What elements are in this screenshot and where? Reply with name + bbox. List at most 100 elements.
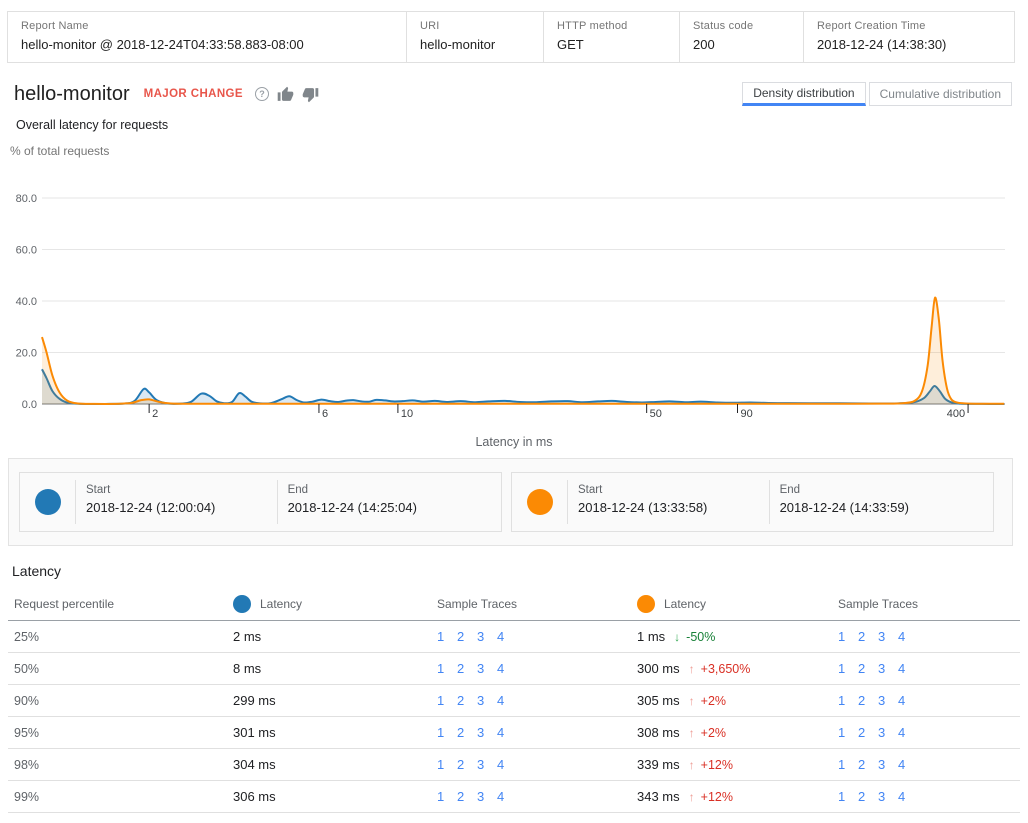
trace-link[interactable]: 1 bbox=[838, 725, 846, 740]
trace-link[interactable]: 4 bbox=[497, 629, 505, 644]
trace-link[interactable]: 1 bbox=[838, 693, 846, 708]
trace-link[interactable]: 4 bbox=[497, 661, 505, 676]
meta-value: GET bbox=[557, 37, 584, 52]
trace-link[interactable]: 2 bbox=[457, 725, 465, 740]
trace-link[interactable]: 2 bbox=[858, 789, 866, 804]
trace-link[interactable]: 1 bbox=[437, 725, 445, 740]
trace-link[interactable]: 3 bbox=[878, 757, 886, 772]
tab-density-distribution[interactable]: Density distribution bbox=[742, 82, 866, 106]
tab-cumulative-distribution[interactable]: Cumulative distribution bbox=[868, 82, 1012, 106]
delta-percent: +2% bbox=[700, 693, 727, 708]
comparison-latency-value: 300 ms bbox=[637, 661, 680, 676]
baseline-series-area bbox=[42, 369, 1005, 404]
comparison-latency-cell: 300 ms ↑ +3,650% bbox=[637, 653, 750, 684]
trace-link[interactable]: 1 bbox=[437, 757, 445, 772]
svg-text:80.0: 80.0 bbox=[16, 193, 37, 205]
comparison-series-line bbox=[41, 296, 1005, 405]
thumbs-up-icon[interactable] bbox=[277, 86, 294, 103]
meta-label: URI bbox=[420, 20, 440, 32]
trace-link[interactable]: 2 bbox=[858, 661, 866, 676]
series-legend: Start 2018-12-24 (12:00:04) End 2018-12-24 … bbox=[8, 458, 1013, 546]
comparison-color-dot bbox=[526, 489, 553, 515]
delta-up-arrow-icon: ↑ bbox=[688, 757, 695, 772]
trace-link[interactable]: 1 bbox=[838, 757, 846, 772]
comparison-latency-value: 308 ms bbox=[637, 725, 680, 740]
trace-link[interactable]: 3 bbox=[477, 661, 485, 676]
trace-link[interactable]: 1 bbox=[838, 629, 846, 644]
trace-link[interactable]: 2 bbox=[457, 661, 465, 676]
trace-link[interactable]: 4 bbox=[497, 725, 505, 740]
trace-link[interactable]: 2 bbox=[457, 693, 465, 708]
trace-link[interactable]: 2 bbox=[457, 757, 465, 772]
legend-end-value: 2018-12-24 (14:33:59) bbox=[779, 500, 909, 515]
trace-link[interactable]: 4 bbox=[898, 629, 906, 644]
comparison-latency-cell: 308 ms ↑ +2% bbox=[637, 717, 726, 748]
meta-http-method: HTTP method GET bbox=[543, 12, 679, 62]
trace-link[interactable]: 3 bbox=[878, 789, 886, 804]
trace-link[interactable]: 3 bbox=[878, 725, 886, 740]
meta-label: HTTP method bbox=[557, 20, 628, 32]
delta-up-arrow-icon: ↑ bbox=[688, 661, 695, 676]
trace-link[interactable]: 3 bbox=[477, 725, 485, 740]
col-baseline-latency: Latency bbox=[233, 588, 302, 620]
baseline-latency-cell: 301 ms bbox=[233, 725, 276, 740]
percentile-cell: 90% bbox=[14, 693, 40, 708]
delta-up-arrow-icon: ↑ bbox=[688, 789, 695, 804]
col-label: Latency bbox=[260, 597, 303, 611]
trace-link[interactable]: 3 bbox=[477, 757, 485, 772]
trace-link[interactable]: 3 bbox=[477, 789, 485, 804]
trace-link[interactable]: 1 bbox=[437, 661, 445, 676]
trace-link[interactable]: 4 bbox=[898, 757, 906, 772]
table-header-row: Request percentile Latency Sample Traces… bbox=[8, 588, 1020, 621]
trace-link[interactable]: 1 bbox=[838, 661, 846, 676]
svg-text:400: 400 bbox=[947, 408, 965, 420]
legend-end-field: End 2018-12-24 (14:33:59) bbox=[768, 480, 993, 524]
trace-link[interactable]: 4 bbox=[497, 789, 505, 804]
trace-link[interactable]: 4 bbox=[898, 789, 906, 804]
trace-link[interactable]: 1 bbox=[437, 629, 445, 644]
delta-percent: +3,650% bbox=[700, 661, 751, 676]
trace-link[interactable]: 1 bbox=[838, 789, 846, 804]
trace-link[interactable]: 2 bbox=[457, 789, 465, 804]
meta-value: 200 bbox=[693, 37, 715, 52]
trace-link[interactable]: 2 bbox=[858, 693, 866, 708]
trace-link[interactable]: 2 bbox=[858, 629, 866, 644]
table-row: 25% 2 ms 1 2 3 4 1 ms ↓ -50% 1 2 3 4 bbox=[8, 621, 1020, 653]
col-request-percentile: Request percentile bbox=[14, 597, 115, 611]
trace-link[interactable]: 4 bbox=[898, 693, 906, 708]
trace-link[interactable]: 4 bbox=[497, 693, 505, 708]
trace-link[interactable]: 2 bbox=[858, 757, 866, 772]
trace-link[interactable]: 4 bbox=[898, 725, 906, 740]
col-comparison-latency: Latency bbox=[637, 588, 706, 620]
meta-value: 2018-12-24 (14:38:30) bbox=[817, 37, 947, 52]
trace-link[interactable]: 2 bbox=[457, 629, 465, 644]
meta-value: hello-monitor bbox=[420, 37, 496, 52]
legend-start-value: 2018-12-24 (12:00:04) bbox=[86, 500, 216, 515]
trace-link[interactable]: 1 bbox=[437, 693, 445, 708]
trace-link[interactable]: 3 bbox=[878, 629, 886, 644]
trace-link[interactable]: 3 bbox=[477, 693, 485, 708]
trace-link[interactable]: 3 bbox=[878, 693, 886, 708]
trace-link[interactable]: 3 bbox=[477, 629, 485, 644]
thumbs-down-icon[interactable] bbox=[302, 86, 319, 103]
trace-link[interactable]: 4 bbox=[898, 661, 906, 676]
delta-up-arrow-icon: ↑ bbox=[688, 693, 695, 708]
legend-start-value: 2018-12-24 (13:33:58) bbox=[578, 500, 708, 515]
svg-text:10: 10 bbox=[401, 408, 413, 420]
trace-link[interactable]: 1 bbox=[437, 789, 445, 804]
trace-link[interactable]: 2 bbox=[858, 725, 866, 740]
trace-link[interactable]: 3 bbox=[878, 661, 886, 676]
trace-link[interactable]: 4 bbox=[497, 757, 505, 772]
help-icon[interactable]: ? bbox=[254, 87, 269, 101]
